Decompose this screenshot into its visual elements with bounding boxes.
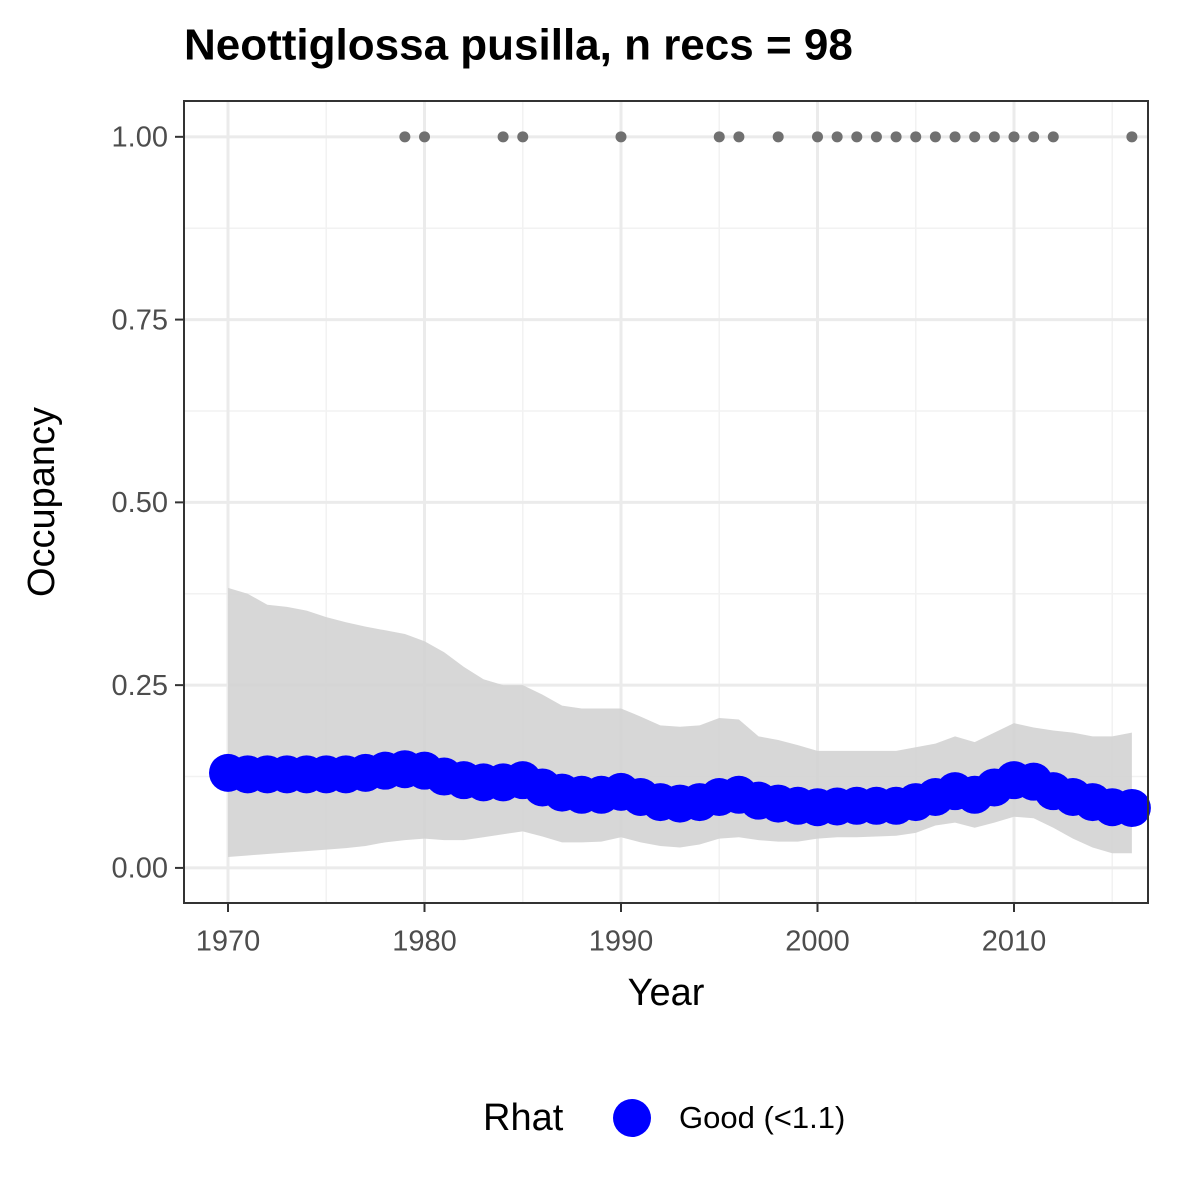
x-axis-label: Year — [628, 972, 705, 1014]
record-point — [1028, 131, 1040, 143]
legend-symbol — [613, 1099, 651, 1137]
record-point — [615, 131, 627, 143]
record-point — [497, 131, 509, 143]
record-point — [772, 131, 784, 143]
x-tick-label: 1980 — [392, 926, 457, 958]
record-point — [419, 131, 431, 143]
record-point — [870, 131, 882, 143]
legend-label: Good (<1.1) — [679, 1100, 845, 1135]
record-point — [811, 131, 823, 143]
legend-title: Rhat — [483, 1097, 564, 1139]
y-tick-label: 0.50 — [112, 487, 168, 519]
record-point — [988, 131, 1000, 143]
record-point — [1047, 131, 1059, 143]
record-point — [929, 131, 941, 143]
x-tick-label: 2000 — [785, 926, 850, 958]
record-point — [713, 131, 725, 143]
y-tick-label: 0.25 — [112, 670, 168, 702]
record-point — [910, 131, 922, 143]
record-point — [1008, 131, 1020, 143]
record-point — [733, 131, 745, 143]
record-point — [969, 131, 981, 143]
y-tick-label: 1.00 — [112, 121, 168, 153]
record-point — [517, 131, 529, 143]
record-point — [399, 131, 411, 143]
record-point — [831, 131, 843, 143]
x-tick-label: 2010 — [982, 926, 1047, 958]
record-point — [890, 131, 902, 143]
series-point — [1112, 788, 1151, 827]
plot-border — [183, 100, 1149, 904]
record-point — [1126, 131, 1138, 143]
chart-title: Neottiglossa pusilla, n recs = 98 — [184, 21, 853, 70]
record-point — [851, 131, 863, 143]
y-tick-label: 0.75 — [112, 304, 168, 336]
x-tick-label: 1990 — [589, 926, 654, 958]
x-tick-label: 1970 — [196, 926, 261, 958]
record-point — [949, 131, 961, 143]
y-axis-label: Occupancy — [21, 407, 63, 597]
y-tick-label: 0.00 — [112, 853, 168, 885]
